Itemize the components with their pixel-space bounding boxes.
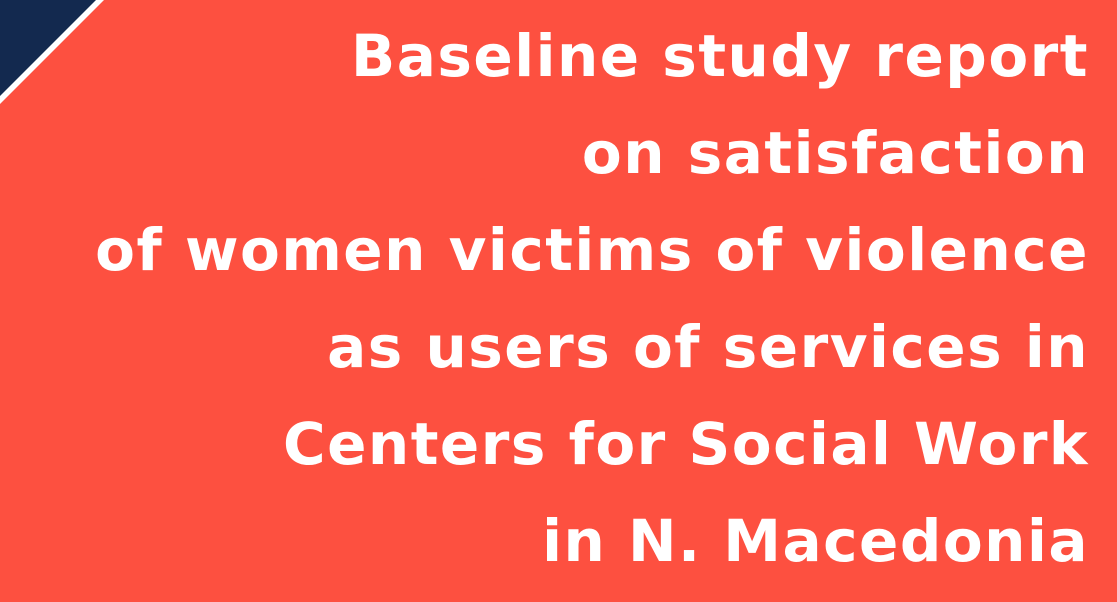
title-line: on satisfaction	[581, 119, 1089, 187]
title-line: as users of services in	[327, 313, 1089, 381]
title-line: of women victims of violence	[95, 216, 1089, 284]
title-line: Baseline study report	[351, 22, 1089, 90]
title: Baseline study report on satisfaction of w…	[95, 8, 1089, 590]
title-line: Centers for Social Work	[283, 410, 1089, 478]
title-line: in N. Macedonia	[542, 507, 1089, 575]
corner-shape	[0, 0, 104, 104]
corner-triangle	[0, 0, 96, 96]
